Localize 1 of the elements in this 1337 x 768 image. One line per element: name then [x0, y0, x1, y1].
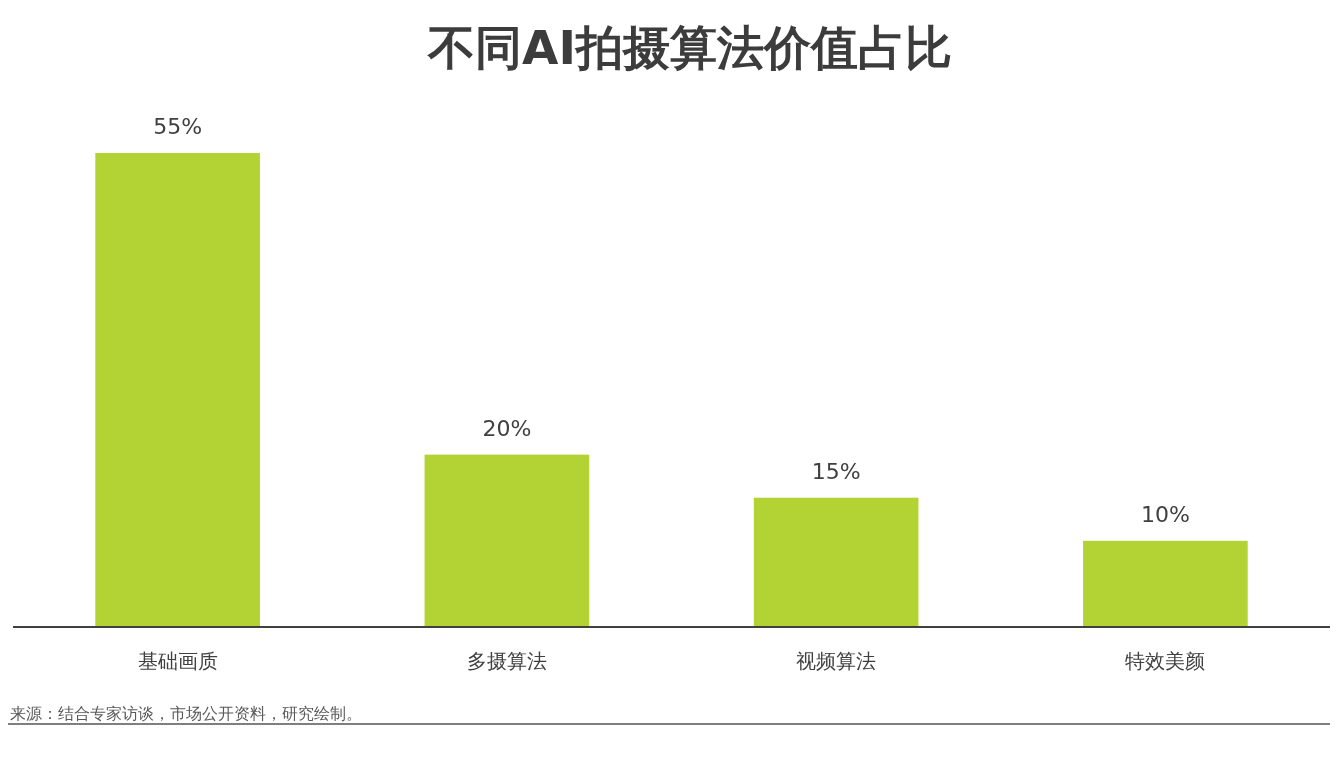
- title: 不同AI拍摄算法价值占比: [428, 20, 952, 75]
